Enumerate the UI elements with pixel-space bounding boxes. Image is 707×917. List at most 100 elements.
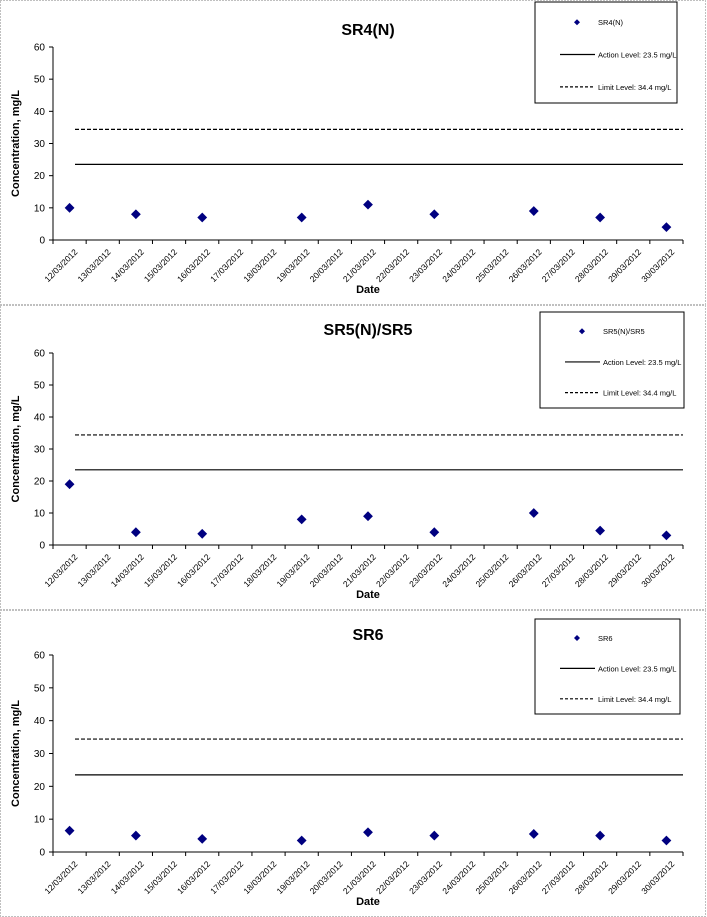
data-point	[64, 479, 75, 490]
data-point	[197, 833, 208, 844]
x-axis-label: Date	[356, 896, 380, 908]
data-point	[363, 511, 373, 522]
data-point	[197, 528, 208, 539]
x-tick-label: 18/03/2012	[241, 247, 278, 284]
chart-svg: SR6 0 10 20 30 40 50 60 12/03/201213/03/201214/0…	[0, 610, 706, 917]
y-tick-label: 30	[34, 139, 46, 150]
data-point	[296, 835, 307, 846]
x-tick-label: 28/03/2012	[573, 247, 610, 284]
y-tick-label: 30	[34, 445, 46, 456]
y-tick-label: 10	[34, 815, 46, 826]
data-point	[528, 508, 539, 518]
legend-box	[534, 1, 678, 104]
y-tick-label: 10	[34, 203, 46, 214]
data-point	[197, 212, 208, 223]
x-tick-label: 27/03/2012	[540, 247, 577, 284]
x-tick-label: 22/03/2012	[374, 859, 411, 896]
chart-legend: SR6 Action Level: 23.5 mg/L Limit Level: 3…	[534, 618, 681, 715]
x-tick-label: 21/03/2012	[341, 552, 378, 589]
x-tick-label: 16/03/2012	[175, 552, 212, 589]
data-point	[595, 525, 606, 536]
chart-frame	[0, 0, 706, 305]
y-tick-label: 10	[34, 509, 46, 520]
y-tick-label: 50	[34, 75, 46, 86]
y-tick-label: 50	[34, 683, 46, 694]
x-tick-label: 27/03/2012	[540, 552, 577, 589]
legend-series-label: SR4(N)	[598, 18, 624, 27]
x-tick-label: 19/03/2012	[274, 247, 311, 284]
x-tick-label: 18/03/2012	[241, 859, 278, 896]
legend-marker-icon	[574, 635, 580, 641]
x-tick-label: 16/03/2012	[175, 247, 212, 284]
legend-reference-label: Limit Level: 34.4 mg/L	[603, 389, 676, 398]
data-point	[429, 209, 440, 220]
chart-title: SR4(N)	[341, 22, 394, 39]
y-tick-label: 40	[34, 716, 46, 727]
x-tick-label: 28/03/2012	[573, 859, 610, 896]
data-point	[130, 527, 141, 538]
x-tick-label: 18/03/2012	[241, 552, 278, 589]
x-tick-label: 19/03/2012	[274, 552, 311, 589]
x-tick-label: 19/03/2012	[274, 859, 311, 896]
data-point	[363, 827, 373, 838]
x-tick-label: 25/03/2012	[473, 552, 510, 589]
legend-reference-label: Limit Level: 34.4 mg/L	[598, 695, 671, 704]
x-tick-label: 17/03/2012	[208, 552, 245, 589]
x-tick-label: 23/03/2012	[407, 859, 444, 896]
data-point	[661, 835, 672, 846]
x-tick-label: 12/03/2012	[42, 859, 79, 896]
x-tick-label: 13/03/2012	[76, 247, 113, 284]
y-tick-label: 60	[34, 651, 46, 662]
x-tick-label: 30/03/2012	[639, 552, 676, 589]
x-tick-label: 13/03/2012	[76, 859, 113, 896]
data-point	[429, 527, 440, 538]
data-point	[528, 829, 539, 839]
x-tick-label: 12/03/2012	[42, 552, 79, 589]
x-tick-label: 14/03/2012	[109, 552, 146, 589]
x-tick-label: 23/03/2012	[407, 247, 444, 284]
y-tick-label: 30	[34, 749, 46, 760]
legend-reference-label: Action Level: 23.5 mg/L	[603, 358, 681, 367]
data-point	[595, 830, 606, 841]
x-tick-label: 17/03/2012	[208, 247, 245, 284]
x-tick-label: 24/03/2012	[440, 247, 477, 284]
chart-title: SR5(N)/SR5	[324, 322, 413, 339]
x-axis-label: Date	[356, 284, 380, 296]
y-axis-label: Concentration, mg/L	[10, 395, 22, 502]
y-axis-label: Concentration, mg/L	[10, 700, 22, 807]
data-point	[296, 514, 307, 525]
data-point	[528, 206, 539, 216]
legend-reference-label: Limit Level: 34.4 mg/L	[598, 83, 671, 92]
x-tick-label: 14/03/2012	[109, 247, 146, 284]
data-point	[661, 530, 672, 541]
legend-box	[534, 618, 681, 715]
x-tick-label: 15/03/2012	[142, 247, 179, 284]
y-tick-label: 20	[34, 782, 46, 793]
x-tick-label: 22/03/2012	[374, 247, 411, 284]
x-tick-label: 30/03/2012	[639, 247, 676, 284]
x-tick-label: 13/03/2012	[76, 552, 113, 589]
legend-box	[539, 311, 685, 409]
data-point	[64, 825, 75, 836]
data-point	[363, 199, 373, 210]
x-tick-label: 12/03/2012	[42, 247, 79, 284]
legend-marker-icon	[574, 19, 580, 26]
data-point	[595, 212, 606, 223]
legend-reference-label: Action Level: 23.5 mg/L	[598, 51, 676, 60]
x-tick-label: 15/03/2012	[142, 552, 179, 589]
legend-series-label: SR5(N)/SR5	[603, 327, 645, 336]
x-tick-label: 20/03/2012	[308, 859, 345, 896]
x-tick-label: 22/03/2012	[374, 552, 411, 589]
x-tick-label: 23/03/2012	[407, 552, 444, 589]
x-tick-label: 27/03/2012	[540, 859, 577, 896]
data-point	[130, 830, 141, 841]
y-tick-label: 40	[34, 413, 46, 424]
y-tick-label: 20	[34, 171, 46, 182]
x-tick-label: 25/03/2012	[473, 247, 510, 284]
x-tick-label: 26/03/2012	[507, 552, 544, 589]
x-tick-label: 21/03/2012	[341, 859, 378, 896]
x-tick-label: 29/03/2012	[606, 552, 643, 589]
x-tick-label: 16/03/2012	[175, 859, 212, 896]
x-tick-label: 29/03/2012	[606, 859, 643, 896]
x-tick-label: 26/03/2012	[507, 859, 544, 896]
